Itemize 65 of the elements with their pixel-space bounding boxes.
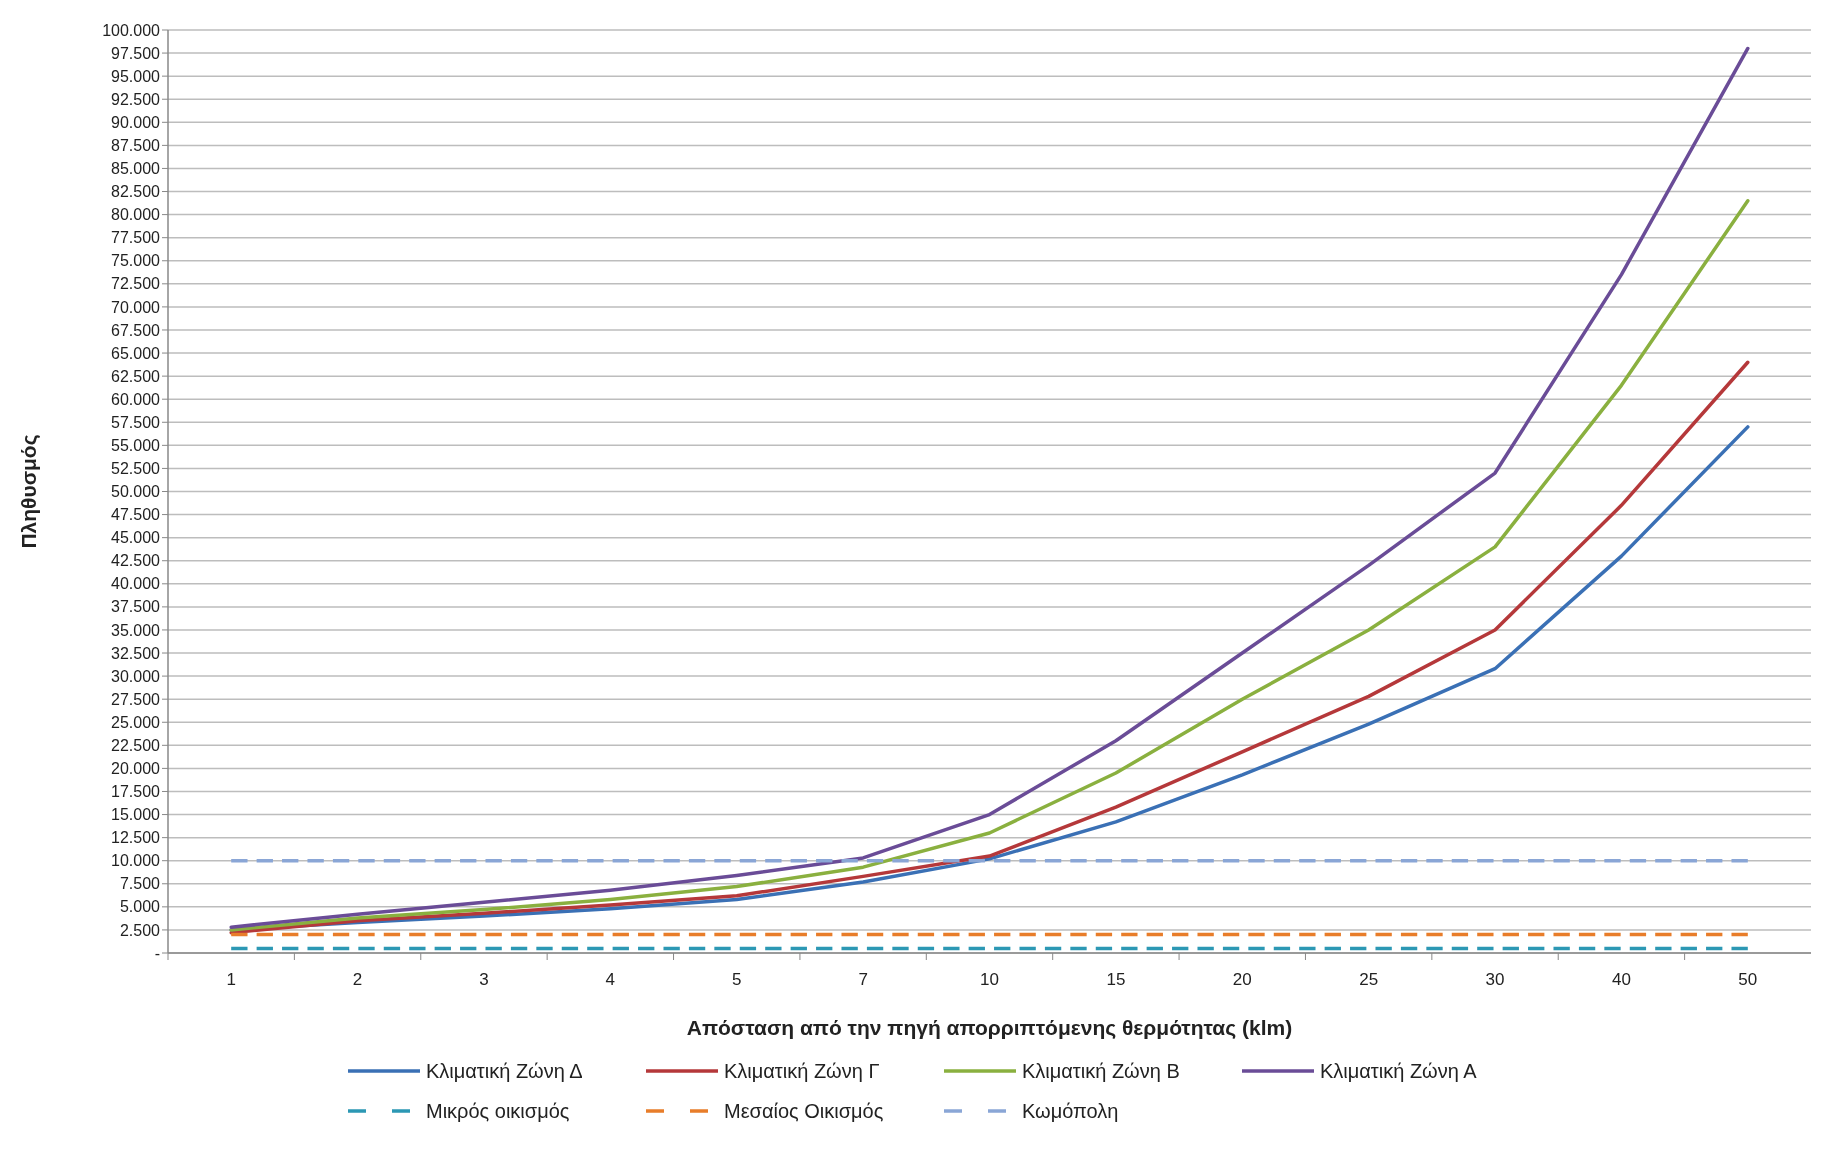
x-tick-label: 7 bbox=[858, 970, 868, 989]
y-tick-label: 22.500 bbox=[111, 736, 161, 754]
x-tick-label: 1 bbox=[226, 970, 236, 989]
y-tick-label: 55.000 bbox=[111, 436, 161, 454]
y-tick-label: 85.000 bbox=[111, 160, 161, 178]
y-tick-label: 17.500 bbox=[111, 783, 161, 801]
y-tick-label: 67.500 bbox=[111, 321, 161, 339]
y-tick-label: 92.500 bbox=[111, 90, 161, 108]
y-tick-label: 20.000 bbox=[111, 760, 161, 777]
y-tick-label: 32.500 bbox=[111, 644, 161, 662]
y-tick-label: 95.000 bbox=[111, 67, 161, 85]
y-tick-label: 57.500 bbox=[111, 413, 161, 431]
line-series bbox=[229, 46, 1750, 929]
x-axis-title: Απόσταση από την πηγή απορριπτόμενης θερμότητας (klm) bbox=[686, 1016, 1293, 1040]
y-tick-label: 37.500 bbox=[111, 598, 161, 616]
y-tick-label: 25.000 bbox=[111, 713, 161, 731]
y-tick-label: 75.000 bbox=[111, 252, 161, 270]
y-tick-label: 27.500 bbox=[111, 690, 161, 708]
y-tick-label: 42.500 bbox=[111, 552, 161, 570]
y-tick-label: 77.500 bbox=[111, 229, 161, 247]
y-tick-label: 47.500 bbox=[111, 506, 161, 524]
legend-label: Μικρός οικισμός bbox=[426, 1100, 570, 1122]
x-tick-label: 30 bbox=[1485, 970, 1505, 989]
legend-label: Κλιματική Ζώνη Α bbox=[1320, 1060, 1478, 1082]
x-tick-label: 5 bbox=[732, 970, 742, 989]
y-tick-label: 60.000 bbox=[111, 390, 161, 408]
legend-label: Κλιματική Ζώνη Δ bbox=[426, 1060, 583, 1082]
y-tick-label: 12.500 bbox=[111, 829, 161, 847]
y-tick-label: 35.000 bbox=[111, 621, 161, 639]
y-tick-label: 15.000 bbox=[111, 806, 161, 824]
y-tick-label: 62.500 bbox=[111, 367, 161, 385]
legend-label: Κωμόπολη bbox=[1022, 1100, 1119, 1122]
y-tick-label: 52.500 bbox=[111, 460, 161, 478]
x-tick-label: 50 bbox=[1738, 970, 1758, 989]
y-tick-label: 97.500 bbox=[111, 44, 161, 62]
legend-label: Μεσαίος Οικισμός bbox=[724, 1100, 884, 1122]
y-tick-label: 10.000 bbox=[111, 852, 161, 870]
y-tick-label: 45.000 bbox=[111, 529, 161, 547]
x-tick-label: 4 bbox=[605, 970, 616, 989]
y-tick-label: 30.000 bbox=[111, 667, 161, 685]
x-tick-label: 40 bbox=[1611, 970, 1631, 989]
y-tick-label: 100.000 bbox=[102, 21, 161, 39]
y-tick-label: 40.000 bbox=[111, 575, 161, 593]
legend-label: Κλιματική Ζώνη Β bbox=[1022, 1060, 1180, 1082]
y-tick-label: 7.500 bbox=[119, 875, 161, 893]
y-tick-label: 87.500 bbox=[111, 136, 161, 154]
y-tick-label: 80.000 bbox=[111, 206, 161, 224]
legend-label: Κλιματική Ζώνη Γ bbox=[724, 1060, 880, 1082]
y-tick-label: 2.500 bbox=[119, 921, 161, 939]
line-series bbox=[229, 199, 1750, 932]
y-tick-label: 82.500 bbox=[111, 183, 161, 201]
y-tick-label: - bbox=[154, 944, 160, 962]
x-tick-label: 10 bbox=[980, 970, 999, 989]
y-tick-label: 72.500 bbox=[111, 275, 161, 293]
y-tick-label: 65.000 bbox=[111, 344, 161, 362]
x-tick-label: 20 bbox=[1232, 970, 1252, 989]
y-tick-label: 90.000 bbox=[111, 113, 161, 131]
x-tick-label: 3 bbox=[479, 970, 489, 989]
y-tick-label: 50.000 bbox=[111, 483, 161, 501]
x-tick-label: 2 bbox=[352, 970, 363, 989]
y-tick-label: 70.000 bbox=[111, 298, 161, 316]
y-axis-title: Πληθυσμός bbox=[17, 434, 41, 549]
x-tick-label: 15 bbox=[1106, 970, 1126, 989]
y-tick-label: 5.000 bbox=[119, 898, 161, 916]
x-tick-label: 25 bbox=[1359, 970, 1379, 989]
